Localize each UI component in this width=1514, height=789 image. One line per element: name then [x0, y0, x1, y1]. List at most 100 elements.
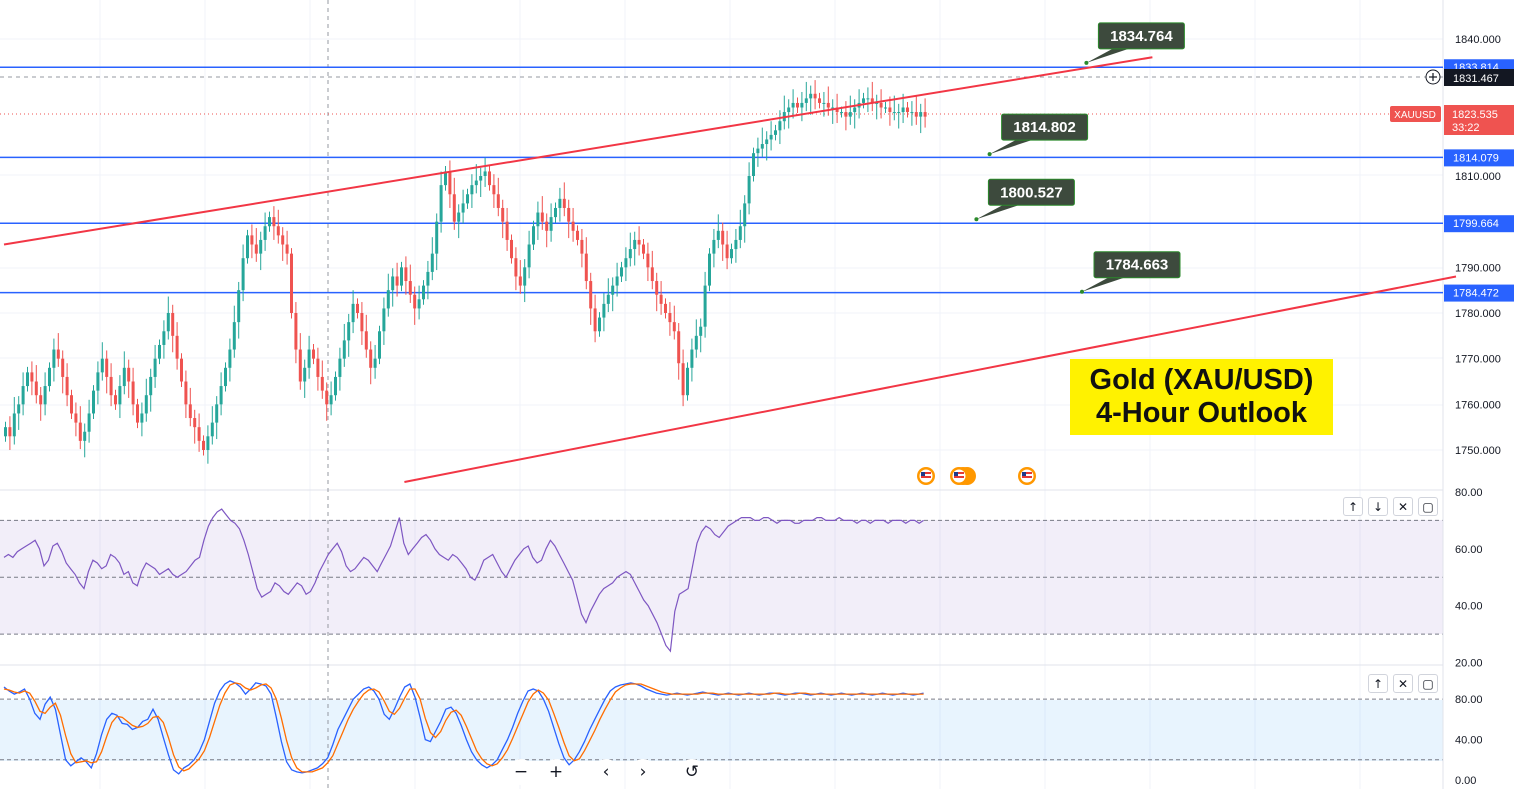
candle-body [118, 386, 122, 405]
candle-body [646, 253, 650, 268]
candle-body [738, 226, 742, 240]
stochastic-series [3, 680, 924, 775]
price-axis[interactable]: 1840.000 1810.000 1790.000 1780.000 1770.000… [1455, 34, 1501, 787]
candle-body [457, 212, 461, 222]
callout-pointer [1082, 277, 1124, 292]
candle-body [294, 313, 298, 350]
scroll-right-button[interactable]: › [630, 759, 656, 785]
candle-body [756, 148, 760, 154]
candle-body [664, 303, 667, 314]
candle-body [404, 267, 408, 282]
candle-body [593, 308, 597, 332]
candle-body [549, 217, 553, 231]
candle-body [417, 299, 421, 309]
candle-body [202, 440, 205, 451]
level-price-value: 1814.079 [1453, 152, 1499, 164]
candle-body [285, 244, 289, 254]
us-flag-icon[interactable] [950, 467, 968, 485]
candle-body [708, 253, 711, 286]
candle-body [686, 367, 689, 396]
candle-body [615, 276, 619, 286]
horizontal-levels[interactable] [0, 66, 1443, 294]
candle-body [30, 372, 34, 382]
callout-box [1097, 22, 1185, 50]
candle-body [633, 239, 637, 250]
stoch-close-button[interactable]: ✕ [1393, 674, 1413, 693]
candle-body [906, 107, 909, 113]
candle-body [413, 294, 417, 309]
candle-body [919, 112, 923, 117]
candle-body [668, 313, 672, 323]
scroll-left-button[interactable]: ‹ [593, 759, 619, 785]
candle-body [378, 331, 381, 359]
candle-body [470, 185, 474, 195]
stoch-move-up-button[interactable]: ↑ [1368, 674, 1388, 693]
economic-events[interactable] [917, 467, 1036, 485]
candle-body [527, 244, 531, 268]
callout-anchor [1080, 289, 1084, 294]
us-flag-icon[interactable] [1018, 467, 1036, 485]
reset-chart-button[interactable]: ↺ [679, 759, 705, 785]
price-tick-label: 1770.000 [1455, 354, 1501, 366]
crosshair-price-value: 1831.467 [1453, 73, 1499, 85]
channel-lines[interactable] [3, 56, 1457, 483]
candle-body [822, 102, 826, 104]
candle-body [492, 185, 496, 195]
candle-body [769, 134, 773, 140]
candle-body [866, 98, 870, 100]
candle-body [312, 349, 315, 359]
candle-body [391, 276, 395, 291]
candle-body [21, 386, 25, 405]
candle-body [65, 376, 69, 396]
candle-body [598, 317, 601, 332]
candle-body [303, 367, 307, 382]
callout-anchor [1084, 60, 1089, 65]
candle-body [224, 367, 227, 387]
price-callouts[interactable]: 1834.764 1814.802 1800.527 1784.663 [974, 22, 1185, 294]
candle-body [853, 107, 857, 113]
add-alert-button[interactable] [1425, 69, 1441, 85]
candle-body [804, 98, 808, 103]
candles [4, 80, 927, 464]
candle-body [400, 267, 403, 286]
level-price-value: 1784.472 [1453, 288, 1499, 300]
candle-body [835, 107, 839, 113]
candle-body [347, 322, 351, 341]
zoom-out-button[interactable]: − [508, 759, 534, 785]
candle-body [193, 418, 197, 428]
candle-body [488, 171, 491, 186]
candle-body [56, 349, 60, 359]
candle-body [325, 390, 329, 405]
stoch-k-line [3, 680, 924, 775]
candle-body [188, 404, 192, 419]
candle-body [105, 358, 109, 377]
candle-body [408, 281, 412, 295]
level-price-value: 1799.664 [1453, 218, 1499, 230]
candle-body [532, 226, 535, 245]
candle-body [109, 376, 113, 396]
us-flag-icon[interactable] [917, 467, 935, 485]
callout-label: 1834.764 [1110, 28, 1173, 45]
candle-body [765, 139, 769, 145]
rsi-move-down-button[interactable]: ↓ [1368, 497, 1388, 516]
zoom-in-button[interactable]: + [543, 759, 569, 785]
rsi-close-button[interactable]: ✕ [1393, 497, 1413, 516]
candle-body [606, 294, 610, 304]
candle-body [444, 171, 447, 186]
rsi-move-up-button[interactable]: ↑ [1343, 497, 1363, 516]
stoch-maximize-button[interactable]: ▢ [1418, 674, 1438, 693]
candle-body [721, 230, 725, 245]
candle-body [703, 285, 707, 327]
candle-body [589, 281, 593, 309]
rsi-maximize-button[interactable]: ▢ [1418, 497, 1438, 516]
candle-body [725, 244, 729, 259]
last-price-tag [1444, 105, 1514, 135]
candle-body [43, 386, 47, 405]
candle-body [228, 349, 232, 368]
stoch-tick-label: 40.00 [1455, 735, 1483, 747]
candle-body [4, 427, 7, 437]
candle-body [276, 226, 280, 236]
candle-body [884, 107, 887, 109]
candle-body [576, 230, 579, 240]
